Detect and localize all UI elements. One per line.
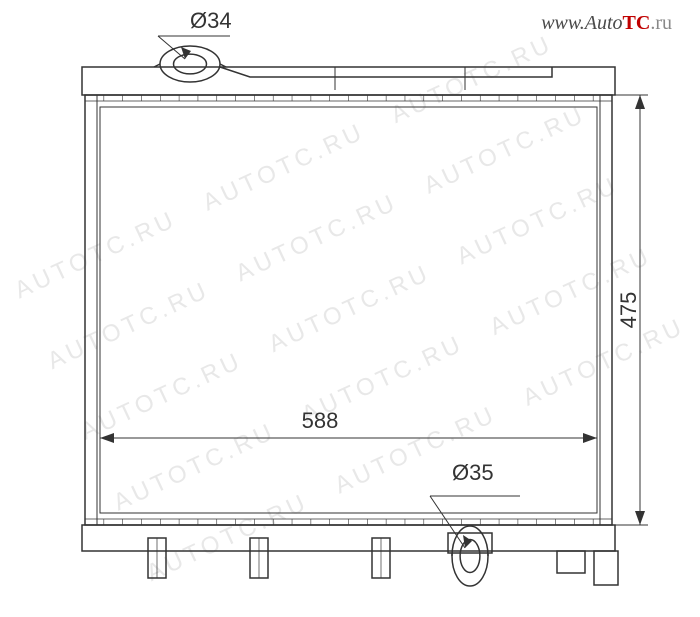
svg-text:475: 475 <box>616 292 641 329</box>
diagram-container: AUTOTC.RU AUTOTC.RU AUTOTC.RU AUTOTC.RU … <box>0 0 700 617</box>
url-suffix: .ru <box>650 12 672 34</box>
radiator-drawing: 588 475 Ø34 Ø35 <box>0 0 700 617</box>
svg-text:Ø34: Ø34 <box>190 8 232 33</box>
svg-text:588: 588 <box>302 408 339 433</box>
source-url: www.AutoTC.ru <box>541 12 672 35</box>
svg-text:Ø35: Ø35 <box>452 460 494 485</box>
url-prefix: www.Auto <box>541 12 622 34</box>
url-mid: TC <box>623 12 651 34</box>
